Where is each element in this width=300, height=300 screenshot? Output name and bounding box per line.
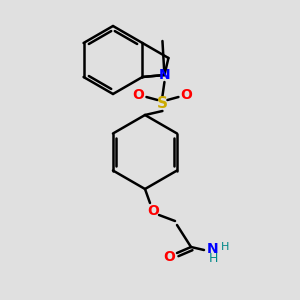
Text: N: N (207, 242, 219, 256)
Text: O: O (133, 88, 144, 102)
Text: O: O (181, 88, 192, 102)
Text: O: O (147, 204, 159, 218)
Text: N: N (159, 68, 170, 82)
Text: O: O (163, 250, 175, 264)
Text: S: S (157, 95, 168, 110)
Text: H: H (221, 242, 230, 252)
Text: H: H (208, 253, 218, 266)
